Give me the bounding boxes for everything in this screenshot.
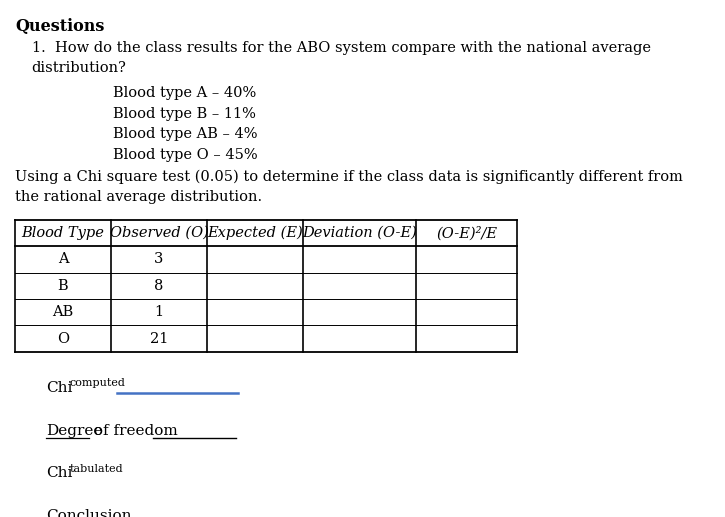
Text: Observed (O): Observed (O) — [109, 226, 208, 240]
Text: 21: 21 — [150, 331, 168, 345]
Text: Conclusion: Conclusion — [46, 509, 131, 517]
Text: Chi: Chi — [46, 466, 72, 480]
Text: Using a Chi square test (0.05) to determine if the class data is significantly d: Using a Chi square test (0.05) to determ… — [15, 170, 683, 185]
Text: Blood type O – 45%: Blood type O – 45% — [112, 148, 257, 162]
Text: Blood type A – 40%: Blood type A – 40% — [112, 86, 256, 100]
Text: computed: computed — [70, 378, 125, 388]
Text: (O-E)²/E: (O-E)²/E — [436, 226, 497, 240]
Text: distribution?: distribution? — [32, 61, 127, 75]
Text: of freedom: of freedom — [89, 423, 178, 437]
Text: tabulated: tabulated — [70, 464, 123, 474]
Text: AB: AB — [52, 305, 74, 319]
Text: Chi: Chi — [46, 381, 72, 395]
Text: O: O — [57, 331, 69, 345]
Text: B: B — [58, 279, 68, 293]
Text: Blood Type: Blood Type — [22, 226, 104, 240]
Text: the rational average distribution.: the rational average distribution. — [15, 190, 262, 204]
Text: Blood type B – 11%: Blood type B – 11% — [112, 107, 255, 121]
Text: Questions: Questions — [15, 18, 104, 35]
Text: 8: 8 — [154, 279, 164, 293]
Text: Deviation (O-E): Deviation (O-E) — [302, 226, 417, 240]
Text: A: A — [58, 252, 68, 266]
Text: Blood type AB – 4%: Blood type AB – 4% — [112, 127, 257, 141]
Text: 1: 1 — [154, 305, 164, 319]
Text: Degree: Degree — [46, 423, 102, 437]
Text: 3: 3 — [154, 252, 164, 266]
Text: Expected (E): Expected (E) — [207, 226, 303, 240]
Text: 1.  How do the class results for the ABO system compare with the national averag: 1. How do the class results for the ABO … — [32, 41, 651, 55]
